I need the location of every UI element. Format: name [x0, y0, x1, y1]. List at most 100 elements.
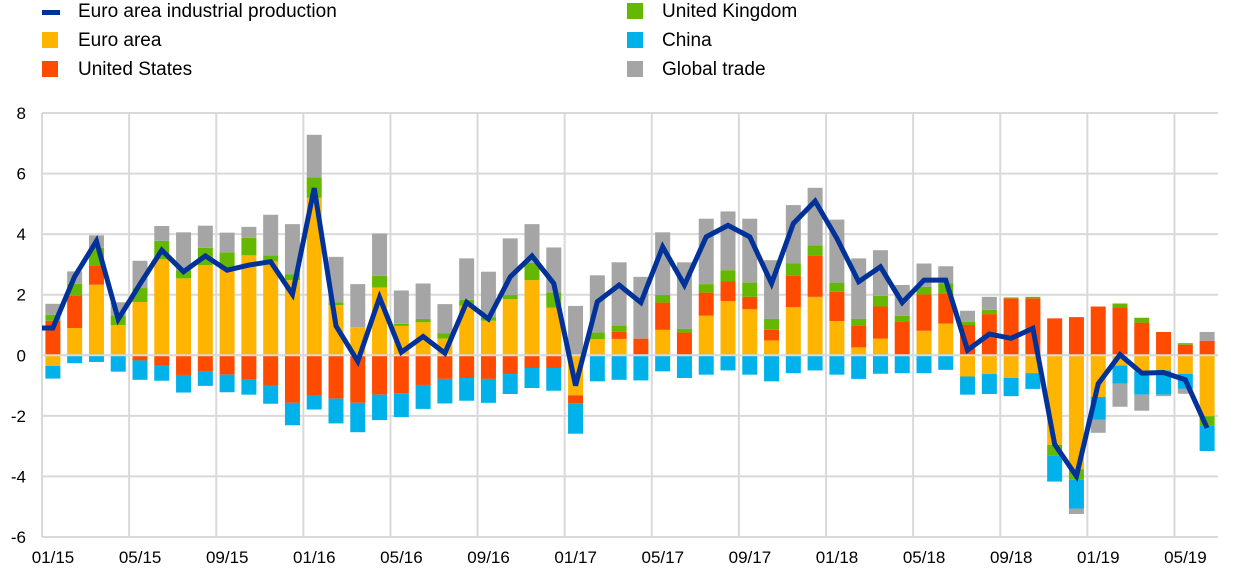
bar-stack — [176, 232, 192, 393]
bar-segment-global-trade — [981, 296, 997, 310]
bar-segment-china — [807, 355, 823, 371]
bar-segment-united-states — [546, 355, 562, 369]
bar-stack — [611, 262, 627, 380]
bar-segment-china — [306, 395, 322, 410]
bar-segment-china — [611, 355, 627, 380]
bar-segment-euro-area — [872, 338, 888, 356]
bar-segment-united-kingdom — [415, 318, 431, 323]
bar-segment-united-states — [633, 338, 649, 356]
bar-segment-united-kingdom — [284, 274, 300, 281]
bar-segment-united-kingdom — [306, 177, 322, 198]
bar-segment-global-trade — [524, 224, 540, 263]
bar-segment-china — [459, 378, 475, 401]
legend-label: United Kingdom — [662, 1, 798, 22]
bar-segment-united-kingdom — [764, 318, 780, 330]
bar-segment-united-kingdom — [589, 332, 605, 340]
legend-label: China — [662, 30, 712, 51]
bar-stack — [938, 266, 954, 370]
bar-stack — [1199, 331, 1215, 451]
bar-segment-united-states — [698, 292, 714, 316]
bar-stack — [981, 296, 997, 395]
bar-segment-united-kingdom — [263, 255, 279, 262]
legend-box-swatch — [627, 3, 643, 19]
bar-segment-united-states — [241, 355, 257, 380]
bar-segment-china — [1003, 378, 1019, 397]
bar-segment-china — [633, 355, 649, 381]
bar-segment-euro-area — [546, 307, 562, 356]
bar-segment-china — [263, 385, 279, 404]
bar-segment-global-trade — [655, 232, 671, 296]
bar-segment-euro-area — [459, 305, 475, 356]
bar-segment-euro-area — [720, 301, 736, 356]
bar-segment-china — [132, 360, 148, 380]
bar-segment-euro-area — [1003, 355, 1019, 378]
bar-segment-united-states — [785, 275, 801, 308]
bar-stack — [219, 232, 235, 393]
bar-segment-united-states — [176, 355, 192, 375]
y-tick-label: -6 — [11, 528, 26, 547]
bar-segment-united-states — [655, 302, 671, 330]
bar-segment-euro-area — [1199, 355, 1215, 417]
bar-stack — [284, 224, 300, 426]
bar-segment-united-states — [132, 355, 148, 361]
bar-segment-united-kingdom — [502, 295, 518, 300]
bar-segment-united-kingdom — [916, 286, 932, 295]
bar-segment-united-states — [502, 355, 518, 375]
bar-segment-united-kingdom — [372, 275, 388, 288]
bar-stack — [197, 225, 213, 386]
x-tick-label: 01/17 — [554, 548, 597, 567]
bar-segment-united-kingdom — [1025, 296, 1041, 299]
bar-segment-global-trade — [393, 290, 409, 324]
bar-segment-global-trade — [197, 225, 213, 248]
bar-segment-euro-area — [197, 265, 213, 356]
bar-segment-united-states — [1047, 318, 1063, 356]
y-axis: -6 -4 -2 0 2 4 6 8 — [11, 104, 26, 547]
bar-segment-global-trade — [154, 225, 170, 241]
legend-box-swatch — [42, 32, 58, 48]
bar-stack — [720, 211, 736, 371]
bar-segment-united-states — [1068, 317, 1084, 356]
bar-segment-global-trade — [720, 211, 736, 271]
bar-segment-china — [219, 374, 235, 393]
bar-segment-china — [415, 384, 431, 409]
bar-segment-united-states — [1112, 307, 1128, 356]
bar-stack — [67, 271, 83, 364]
bar-segment-united-states — [306, 355, 322, 396]
bar-segment-euro-area — [284, 280, 300, 356]
x-tick-label: 05/18 — [903, 548, 946, 567]
bar-segment-euro-area — [764, 340, 780, 356]
bar-segment-china — [698, 355, 714, 375]
bar-segment-euro-area — [698, 315, 714, 356]
bar-stack — [132, 260, 148, 380]
bar-stack — [1003, 297, 1019, 397]
bar-segment-china — [960, 376, 976, 395]
bar-segment-china — [176, 374, 192, 393]
bar-stack — [263, 214, 279, 404]
legend-label: Euro area — [78, 30, 162, 51]
bar-segment-united-kingdom — [981, 309, 997, 315]
bar-segment-china — [350, 402, 366, 433]
bar-stack — [241, 226, 257, 395]
bar-segment-euro-area — [524, 280, 540, 356]
bar-segment-united-states — [894, 321, 910, 356]
bar-segment-united-kingdom — [437, 333, 453, 339]
bar-segment-united-states — [263, 355, 279, 386]
y-tick-label: 0 — [17, 346, 26, 365]
y-tick-label: -4 — [11, 467, 26, 486]
bar-segment-china — [938, 355, 954, 370]
y-tick-label: -2 — [11, 407, 26, 426]
bar-segment-china — [1112, 365, 1128, 384]
bar-segment-china — [372, 394, 388, 421]
bar-stack — [437, 304, 453, 404]
bar-segment-united-states — [742, 296, 758, 310]
bar-segment-global-trade — [350, 284, 366, 328]
legend-line-swatch — [42, 10, 60, 15]
bar-segment-china — [851, 355, 867, 379]
bar-segment-euro-area — [1177, 355, 1193, 374]
bar-stack — [415, 283, 431, 409]
bar-segment-euro-area — [785, 307, 801, 356]
bar-segment-global-trade — [284, 224, 300, 275]
legend-label: United States — [78, 59, 193, 80]
bar-segment-united-states — [415, 355, 431, 385]
